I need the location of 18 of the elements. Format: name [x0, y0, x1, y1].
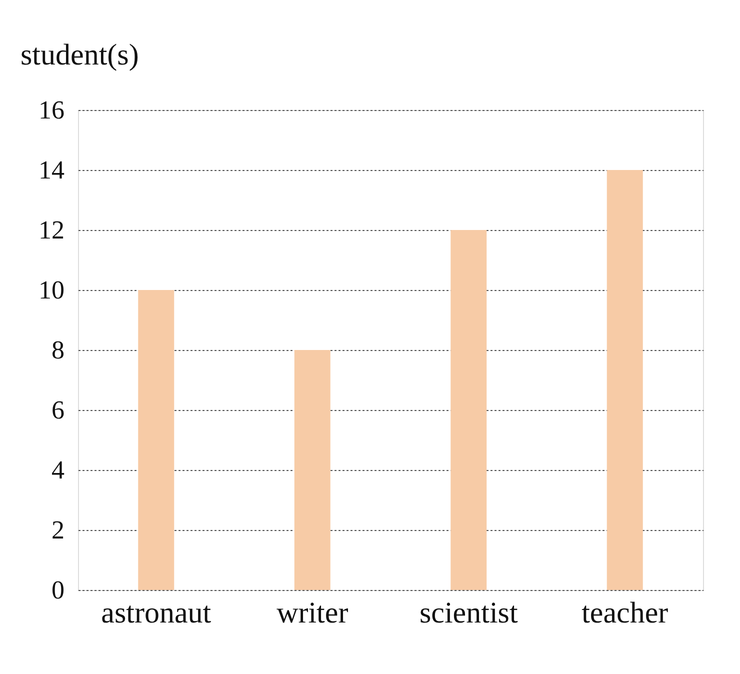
y-tick-label: 2 — [52, 516, 64, 544]
y-tick-label: 16 — [38, 96, 64, 124]
bar — [450, 230, 487, 590]
x-tick-label: scientist — [419, 596, 518, 630]
y-tick-label: 4 — [52, 456, 64, 484]
y-tick-label: 6 — [52, 396, 64, 424]
y-tick-label: 8 — [52, 336, 64, 364]
y-tick-label: 0 — [52, 576, 64, 604]
x-tick-label: writer — [276, 596, 348, 630]
bar — [138, 290, 174, 590]
y-axis-title: student(s) — [20, 38, 139, 72]
y-tick-label: 14 — [38, 156, 64, 184]
y-tick-label: 12 — [38, 216, 64, 244]
bar — [294, 350, 330, 590]
x-tick-label: teacher — [582, 596, 668, 630]
y-tick-label: 10 — [38, 276, 64, 304]
bar — [606, 170, 643, 590]
x-tick-label: astronaut — [101, 596, 212, 630]
